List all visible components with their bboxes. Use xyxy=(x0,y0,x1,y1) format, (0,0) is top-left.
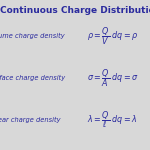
Text: $\sigma = \dfrac{Q}{A}\; dq = \sigma$: $\sigma = \dfrac{Q}{A}\; dq = \sigma$ xyxy=(87,67,139,89)
Text: Surface charge density: Surface charge density xyxy=(0,75,65,81)
Text: $\lambda = \dfrac{Q}{\ell}\; dq = \lambda$: $\lambda = \dfrac{Q}{\ell}\; dq = \lambd… xyxy=(87,110,137,130)
Text: Linear charge density: Linear charge density xyxy=(0,117,60,123)
Text: Volume charge density: Volume charge density xyxy=(0,33,65,39)
Text: Continuous Charge Distribution: Continuous Charge Distribution xyxy=(0,6,150,15)
Text: $\rho = \dfrac{Q}{V}\; dq = \rho$: $\rho = \dfrac{Q}{V}\; dq = \rho$ xyxy=(87,25,138,47)
